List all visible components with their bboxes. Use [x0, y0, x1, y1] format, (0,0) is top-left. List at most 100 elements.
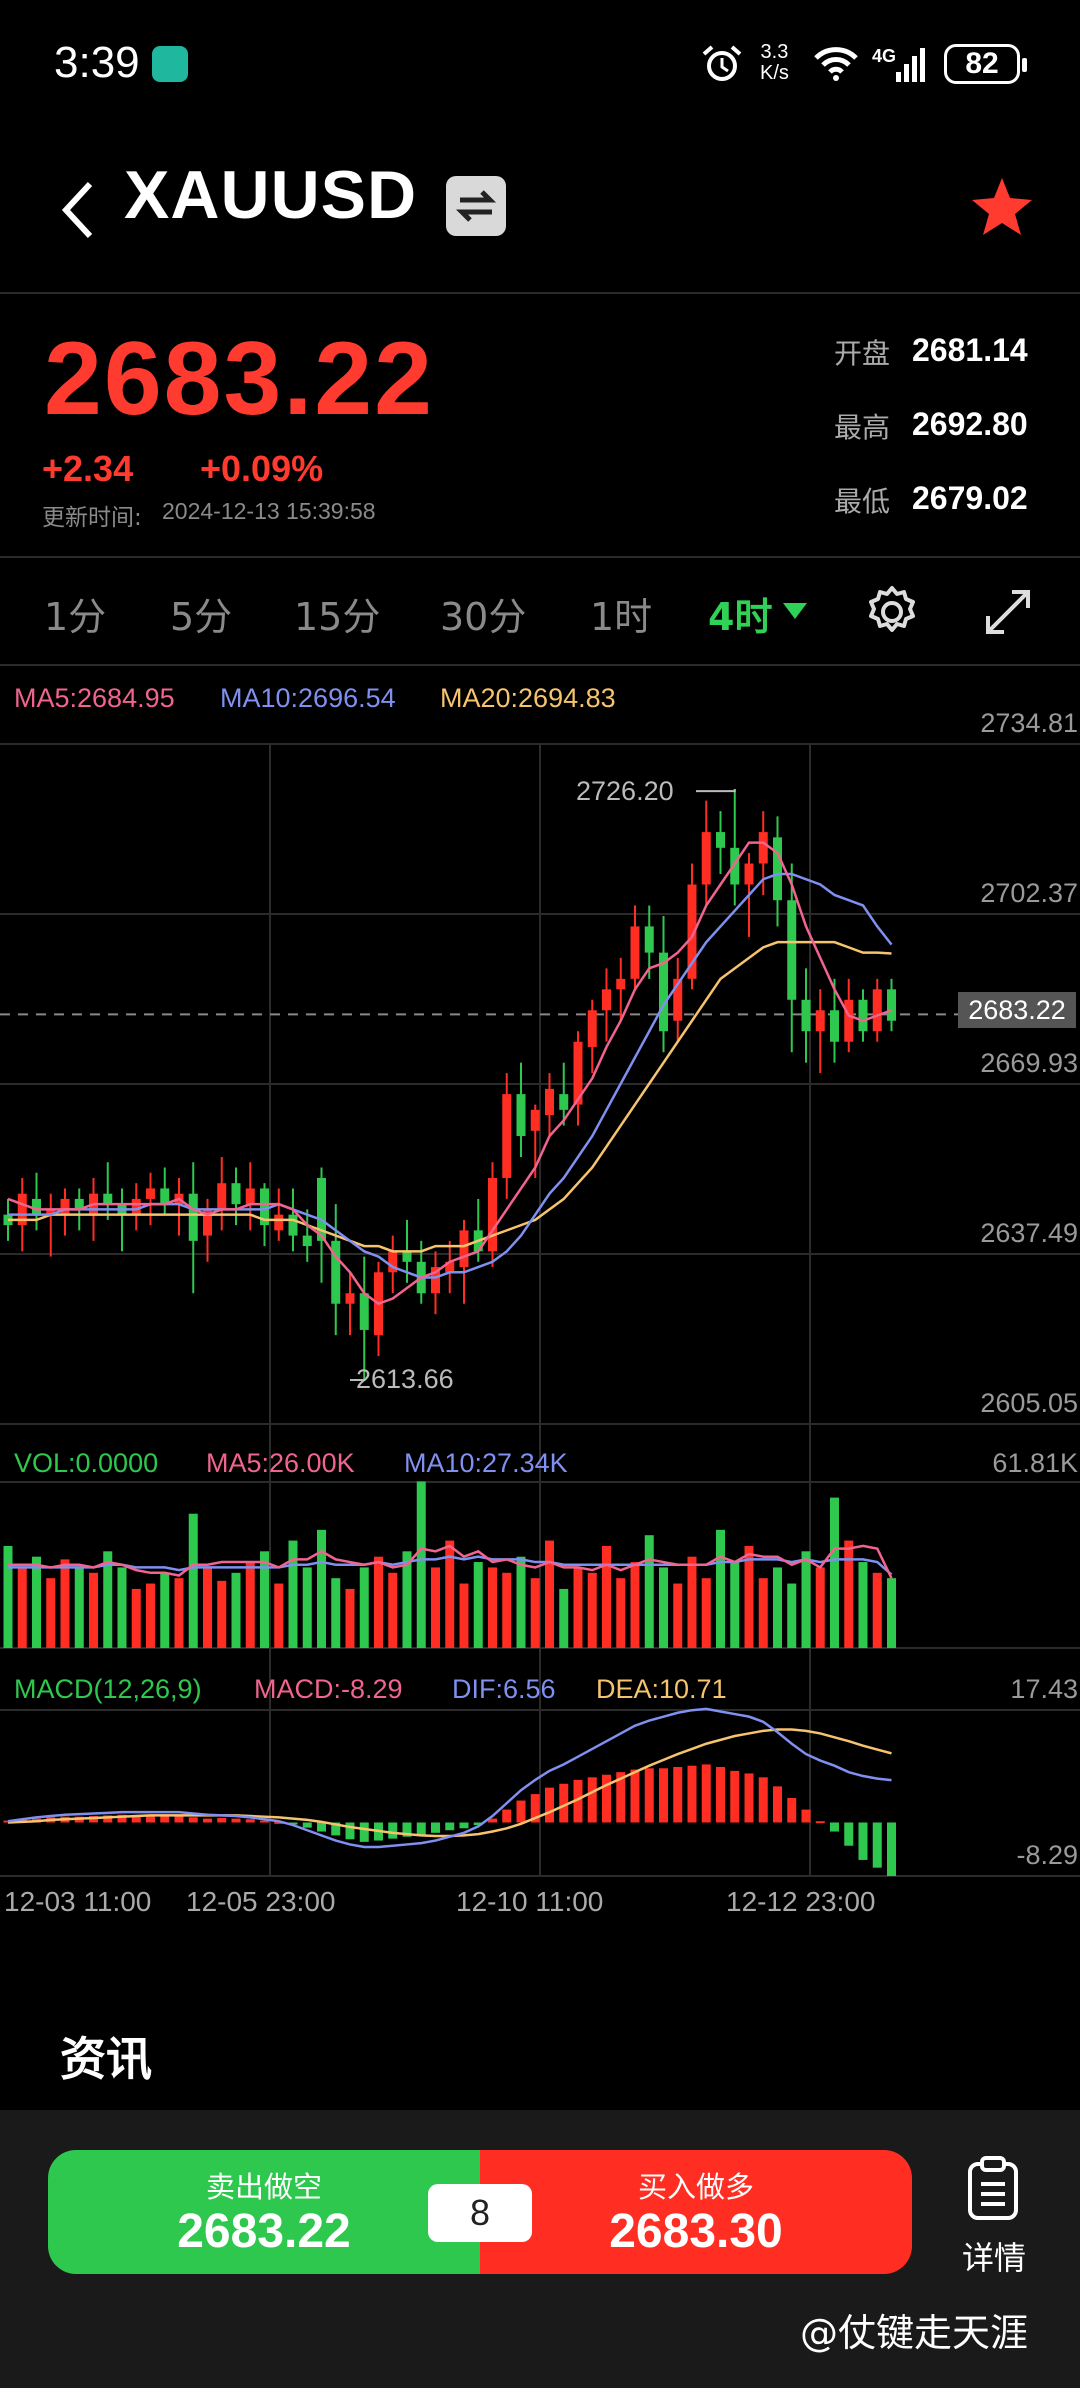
kline-chart[interactable]: [0, 0, 1080, 1910]
star-icon[interactable]: [970, 174, 1034, 238]
candle-body: [887, 989, 896, 1021]
macd-bar: [872, 1822, 882, 1868]
macd-bar: [160, 1816, 170, 1823]
volume-bar: [844, 1540, 854, 1648]
vol-ma10-line: [8, 1555, 893, 1576]
swap-icon[interactable]: [446, 176, 506, 236]
volume-bar: [773, 1567, 782, 1648]
macd-legend: MACD:-8.29: [254, 1674, 403, 1704]
macd-bar: [801, 1809, 811, 1823]
candle-body: [573, 1041, 583, 1105]
candle-body: [231, 1183, 241, 1205]
macd-bar: [274, 1821, 284, 1824]
tab-4hour[interactable]: 4时: [708, 595, 773, 639]
volume-bar: [815, 1567, 825, 1648]
min-price-label: 2613.66: [356, 1364, 454, 1394]
macd-bar: [644, 1768, 654, 1823]
candle-body: [288, 1214, 298, 1236]
candle-body: [673, 978, 683, 1021]
volume-bar: [516, 1556, 526, 1648]
buy-long-button[interactable]: 买入做多 2683.30: [480, 2150, 912, 2274]
ma5-legend: MA5:2684.95: [14, 683, 175, 713]
network-speed: 3.3 K/s: [760, 42, 789, 84]
candle-body: [317, 1177, 326, 1241]
tab-5min[interactable]: 5分: [170, 595, 233, 639]
buy-label: 买入做多: [637, 2170, 754, 2204]
candle-body: [160, 1188, 170, 1205]
tab-1min[interactable]: 1分: [44, 595, 107, 639]
detail-button[interactable]: 详情: [962, 2239, 1027, 2277]
candle-body: [245, 1188, 255, 1205]
open-value: 2681.14: [912, 332, 1028, 368]
volume-bar: [502, 1572, 512, 1648]
volume-bar: [188, 1513, 198, 1648]
volume-bar: [274, 1583, 284, 1648]
macd-bar: [445, 1822, 455, 1831]
tab-30min[interactable]: 30分: [440, 595, 527, 639]
battery-indicator: 82: [944, 44, 1027, 84]
candle-body: [616, 978, 626, 990]
candle-body: [516, 1094, 526, 1137]
candle-body: [559, 1094, 569, 1110]
macd-bar: [559, 1783, 569, 1823]
volume-bar: [545, 1540, 554, 1648]
macd-bar: [730, 1770, 740, 1823]
macd-bar: [217, 1817, 227, 1823]
divider: [0, 556, 1080, 558]
macd-bar: [103, 1815, 113, 1823]
ma10-legend: MA10:2696.54: [220, 683, 396, 713]
news-section-title: 资讯: [60, 2032, 152, 2086]
macd-bar: [146, 1816, 155, 1823]
macd-bar: [288, 1822, 298, 1825]
candle-body: [744, 863, 754, 885]
candle-body: [359, 1293, 369, 1330]
macd-bar: [302, 1822, 312, 1828]
volume-bar: [887, 1578, 896, 1648]
speed-value: 3.3: [760, 41, 789, 63]
y-tick-3: 2637.49: [980, 1218, 1078, 1248]
vol-ma10-legend: MA10:27.34K: [404, 1448, 568, 1478]
volume-bar: [473, 1562, 483, 1648]
volume-bar: [203, 1567, 212, 1648]
page-header: XAUUSD: [0, 150, 1080, 290]
volume-bar: [103, 1551, 113, 1648]
candle-body: [773, 837, 782, 901]
ma20-legend: MA20:2694.83: [440, 683, 616, 713]
tab-15min[interactable]: 15分: [294, 595, 381, 639]
alarm-icon: [702, 45, 742, 81]
macd-bar: [858, 1822, 868, 1860]
clipboard-icon[interactable]: [966, 2156, 1020, 2222]
macd-bar: [331, 1822, 341, 1836]
chevron-left-icon[interactable]: [58, 178, 98, 242]
candle-body: [459, 1230, 469, 1268]
gear-icon[interactable]: [864, 584, 920, 640]
volume-bar: [288, 1540, 298, 1648]
macd-bar: [488, 1818, 497, 1823]
candle-body: [274, 1214, 284, 1231]
sell-price: 2683.22: [177, 2205, 351, 2258]
price-change: +2.34: [42, 448, 134, 489]
expand-icon[interactable]: [982, 586, 1034, 638]
high-value: 2692.80: [912, 406, 1028, 442]
macd-bar: [744, 1773, 754, 1823]
volume-bar: [131, 1588, 141, 1648]
update-time: 2024-12-13 15:39:58: [162, 498, 376, 524]
macd-bar: [174, 1815, 184, 1823]
tab-1hour[interactable]: 1时: [590, 595, 653, 639]
open-label: 开盘: [834, 337, 891, 370]
volume-bar: [730, 1562, 740, 1648]
volume-bar: [146, 1583, 155, 1648]
sell-short-button[interactable]: 卖出做空 2683.22: [48, 2150, 480, 2274]
max-leader-line: [696, 789, 736, 793]
macd-bar: [830, 1822, 839, 1832]
macd-bar: [245, 1819, 255, 1823]
ma5-line: [7, 841, 892, 1306]
dropdown-triangle-icon[interactable]: [782, 602, 808, 620]
volume-bar: [174, 1578, 184, 1648]
candle-body: [730, 847, 740, 885]
macd-bar: [131, 1815, 141, 1823]
candle-body: [758, 832, 768, 864]
macd-bar: [345, 1822, 355, 1840]
volume-bar: [630, 1562, 640, 1648]
volume-bar: [388, 1572, 398, 1648]
